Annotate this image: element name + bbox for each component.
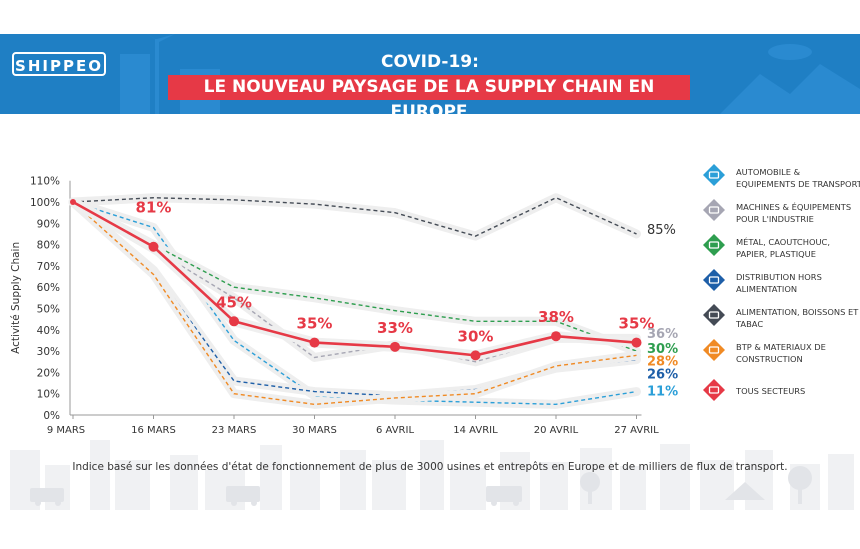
x-tick-label: 9 MARS (47, 425, 85, 436)
y-tick-label: 60% (37, 282, 60, 294)
series-end-label: 26% (647, 367, 678, 382)
gears-icon (703, 199, 725, 221)
legend-item: BTP & materiaux de construction (702, 338, 860, 368)
legend-item: Tous secteurs (702, 378, 860, 408)
data-point (309, 337, 320, 348)
y-tick-label: 100% (30, 197, 60, 209)
legend-label: BTP & materiaux de construction (736, 342, 826, 364)
shippeo-logo: SHIPPEO (12, 52, 106, 76)
series-line (72, 201, 637, 406)
x-tick-label: 16 MARS (131, 425, 176, 436)
y-tick-label: 20% (37, 367, 60, 379)
chart-series (68, 193, 642, 409)
legend-item: Automobile & equipements de transport (702, 163, 860, 193)
data-label: 33% (377, 319, 413, 337)
legend-label: Distribution hors alimentation (736, 272, 822, 294)
chart-labels: 81%45%35% 33% 30%38% 35%11%36%30%26%85%28% (136, 199, 679, 400)
series-line-all-sectors (72, 200, 637, 357)
data-point (390, 341, 400, 352)
y-axis-title: Activité Supply Chain (10, 242, 22, 354)
y-tick-label: 90% (37, 218, 60, 230)
x-tick-label: 14 AVRIL (453, 425, 498, 436)
data-point (148, 241, 159, 252)
crane-icon (703, 339, 725, 361)
legend-label: Automobile & equipements de transport (736, 167, 860, 189)
series-end-label: 11% (647, 385, 678, 400)
x-tick-label: 6 AVRIL (376, 425, 414, 436)
food-icon (703, 304, 725, 326)
legend-label: Alimentation, boissons et tabac (736, 307, 859, 329)
y-tick-label: 0% (43, 410, 60, 422)
y-tick-label: 10% (37, 389, 60, 401)
x-tick-label: 27 AVRIL (614, 425, 659, 436)
series-end-label: 30% (647, 342, 678, 357)
box-icon (703, 269, 725, 291)
legend-label: Métal, caoutchouc, papier, plastique (736, 237, 830, 259)
y-tick-label: 110% (30, 176, 60, 188)
data-point (631, 337, 642, 348)
legend-label: Tous secteurs (736, 386, 806, 396)
data-label: 30% (458, 327, 494, 345)
legend-item: Alimentation, boissons et tabac (702, 303, 860, 333)
supply-chain-activity-chart: 0% 10% 20% 30% 40% 50% 60% 70% 80% 90% 100% 110% 9 M… (10, 176, 679, 436)
all-sectors-icon (703, 379, 725, 401)
legend-item: Machines & équipements pour l'industrie (702, 198, 860, 228)
series-end-label: 28% (647, 355, 678, 370)
y-tick-label: 30% (37, 346, 60, 358)
page-subtitle: LE NOUVEAU PAYSAGE DE LA SUPPLY CHAIN EN… (168, 75, 690, 122)
x-tick-label: 20 AVRIL (534, 425, 579, 436)
legend-label: Machines & équipements pour l'industrie (736, 202, 852, 224)
data-label: 35% (297, 315, 333, 333)
data-point (551, 331, 561, 342)
data-point (229, 316, 239, 327)
data-label: 35% (619, 315, 655, 333)
y-tick-label: 50% (37, 304, 60, 316)
data-label: 45% (216, 293, 252, 311)
series-line (72, 196, 637, 237)
legend-item: Métal, caoutchouc, papier, plastique (702, 233, 860, 263)
y-tick-label: 70% (37, 261, 60, 273)
series-end-label: 85% (647, 223, 676, 238)
data-point (470, 350, 481, 361)
footer-skyline-decoration (10, 440, 854, 510)
x-tick-label: 23 MARS (212, 425, 257, 436)
legend-item: Distribution hors alimentation (702, 268, 860, 298)
data-point (70, 199, 76, 205)
recycle-icon (703, 234, 725, 256)
chart-footnote: Indice basé sur les données d'état de fo… (72, 461, 788, 473)
data-label: 38% (538, 308, 574, 326)
page-title: COVID-19: (381, 52, 479, 72)
truck-icon (703, 164, 725, 186)
chart-axes: 0% 10% 20% 30% 40% 50% 60% 70% 80% 90% 100% 110% 9 M… (10, 176, 659, 436)
series-line (72, 201, 637, 406)
series-line (72, 201, 637, 352)
header-banner (0, 34, 860, 114)
x-tick-label: 30 MARS (292, 425, 337, 436)
y-tick-label: 40% (37, 325, 60, 337)
y-tick-label: 80% (37, 240, 60, 252)
data-label: 81% (136, 199, 172, 217)
series-end-label: 36% (647, 327, 678, 342)
